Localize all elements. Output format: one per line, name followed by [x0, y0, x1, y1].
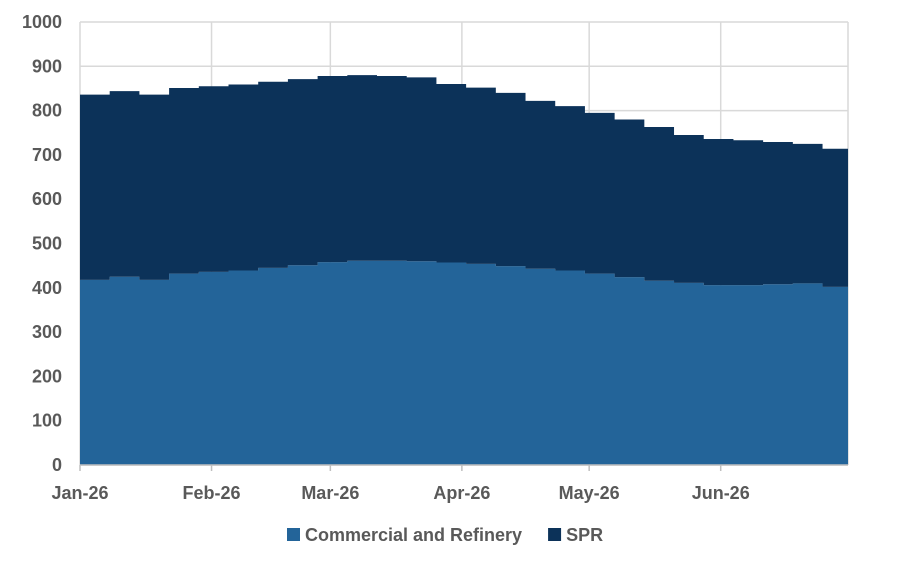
y-tick-label: 0	[52, 455, 62, 475]
legend-label-spr: SPR	[566, 525, 603, 545]
legend-swatch-spr	[548, 528, 562, 541]
area-series-commercial-and-refinery	[80, 260, 848, 465]
x-axis-tick-labels: Jan-26 Feb-26 Mar-26 Apr-26 May-26 Jun-26	[51, 483, 749, 503]
x-tick-label: Jan-26	[51, 483, 108, 503]
area-series-spr	[80, 75, 848, 287]
y-tick-label: 700	[32, 145, 62, 165]
y-tick-label: 100	[32, 411, 62, 431]
y-tick-label: 300	[32, 322, 62, 342]
x-tick-label: Apr-26	[433, 483, 490, 503]
y-tick-label: 1000	[22, 12, 62, 32]
y-tick-label: 200	[32, 366, 62, 386]
y-tick-label: 400	[32, 278, 62, 298]
data-areas	[80, 75, 848, 465]
axes	[79, 464, 848, 471]
legend: Commercial and Refinery SPR	[287, 525, 603, 545]
y-tick-label: 800	[32, 101, 62, 121]
legend-label-commercial-and-refinery: Commercial and Refinery	[305, 525, 522, 545]
x-tick-label: May-26	[559, 483, 620, 503]
legend-swatch-commercial-and-refinery	[287, 528, 300, 541]
x-tick-label: Feb-26	[183, 483, 241, 503]
y-tick-label: 500	[32, 234, 62, 254]
y-tick-label: 900	[32, 56, 62, 76]
x-tick-label: Jun-26	[692, 483, 750, 503]
y-axis-tick-labels: 0 100 200 300 400 500 600 700 800 900 1000	[22, 12, 62, 475]
y-tick-label: 600	[32, 189, 62, 209]
x-tick-label: Mar-26	[301, 483, 359, 503]
